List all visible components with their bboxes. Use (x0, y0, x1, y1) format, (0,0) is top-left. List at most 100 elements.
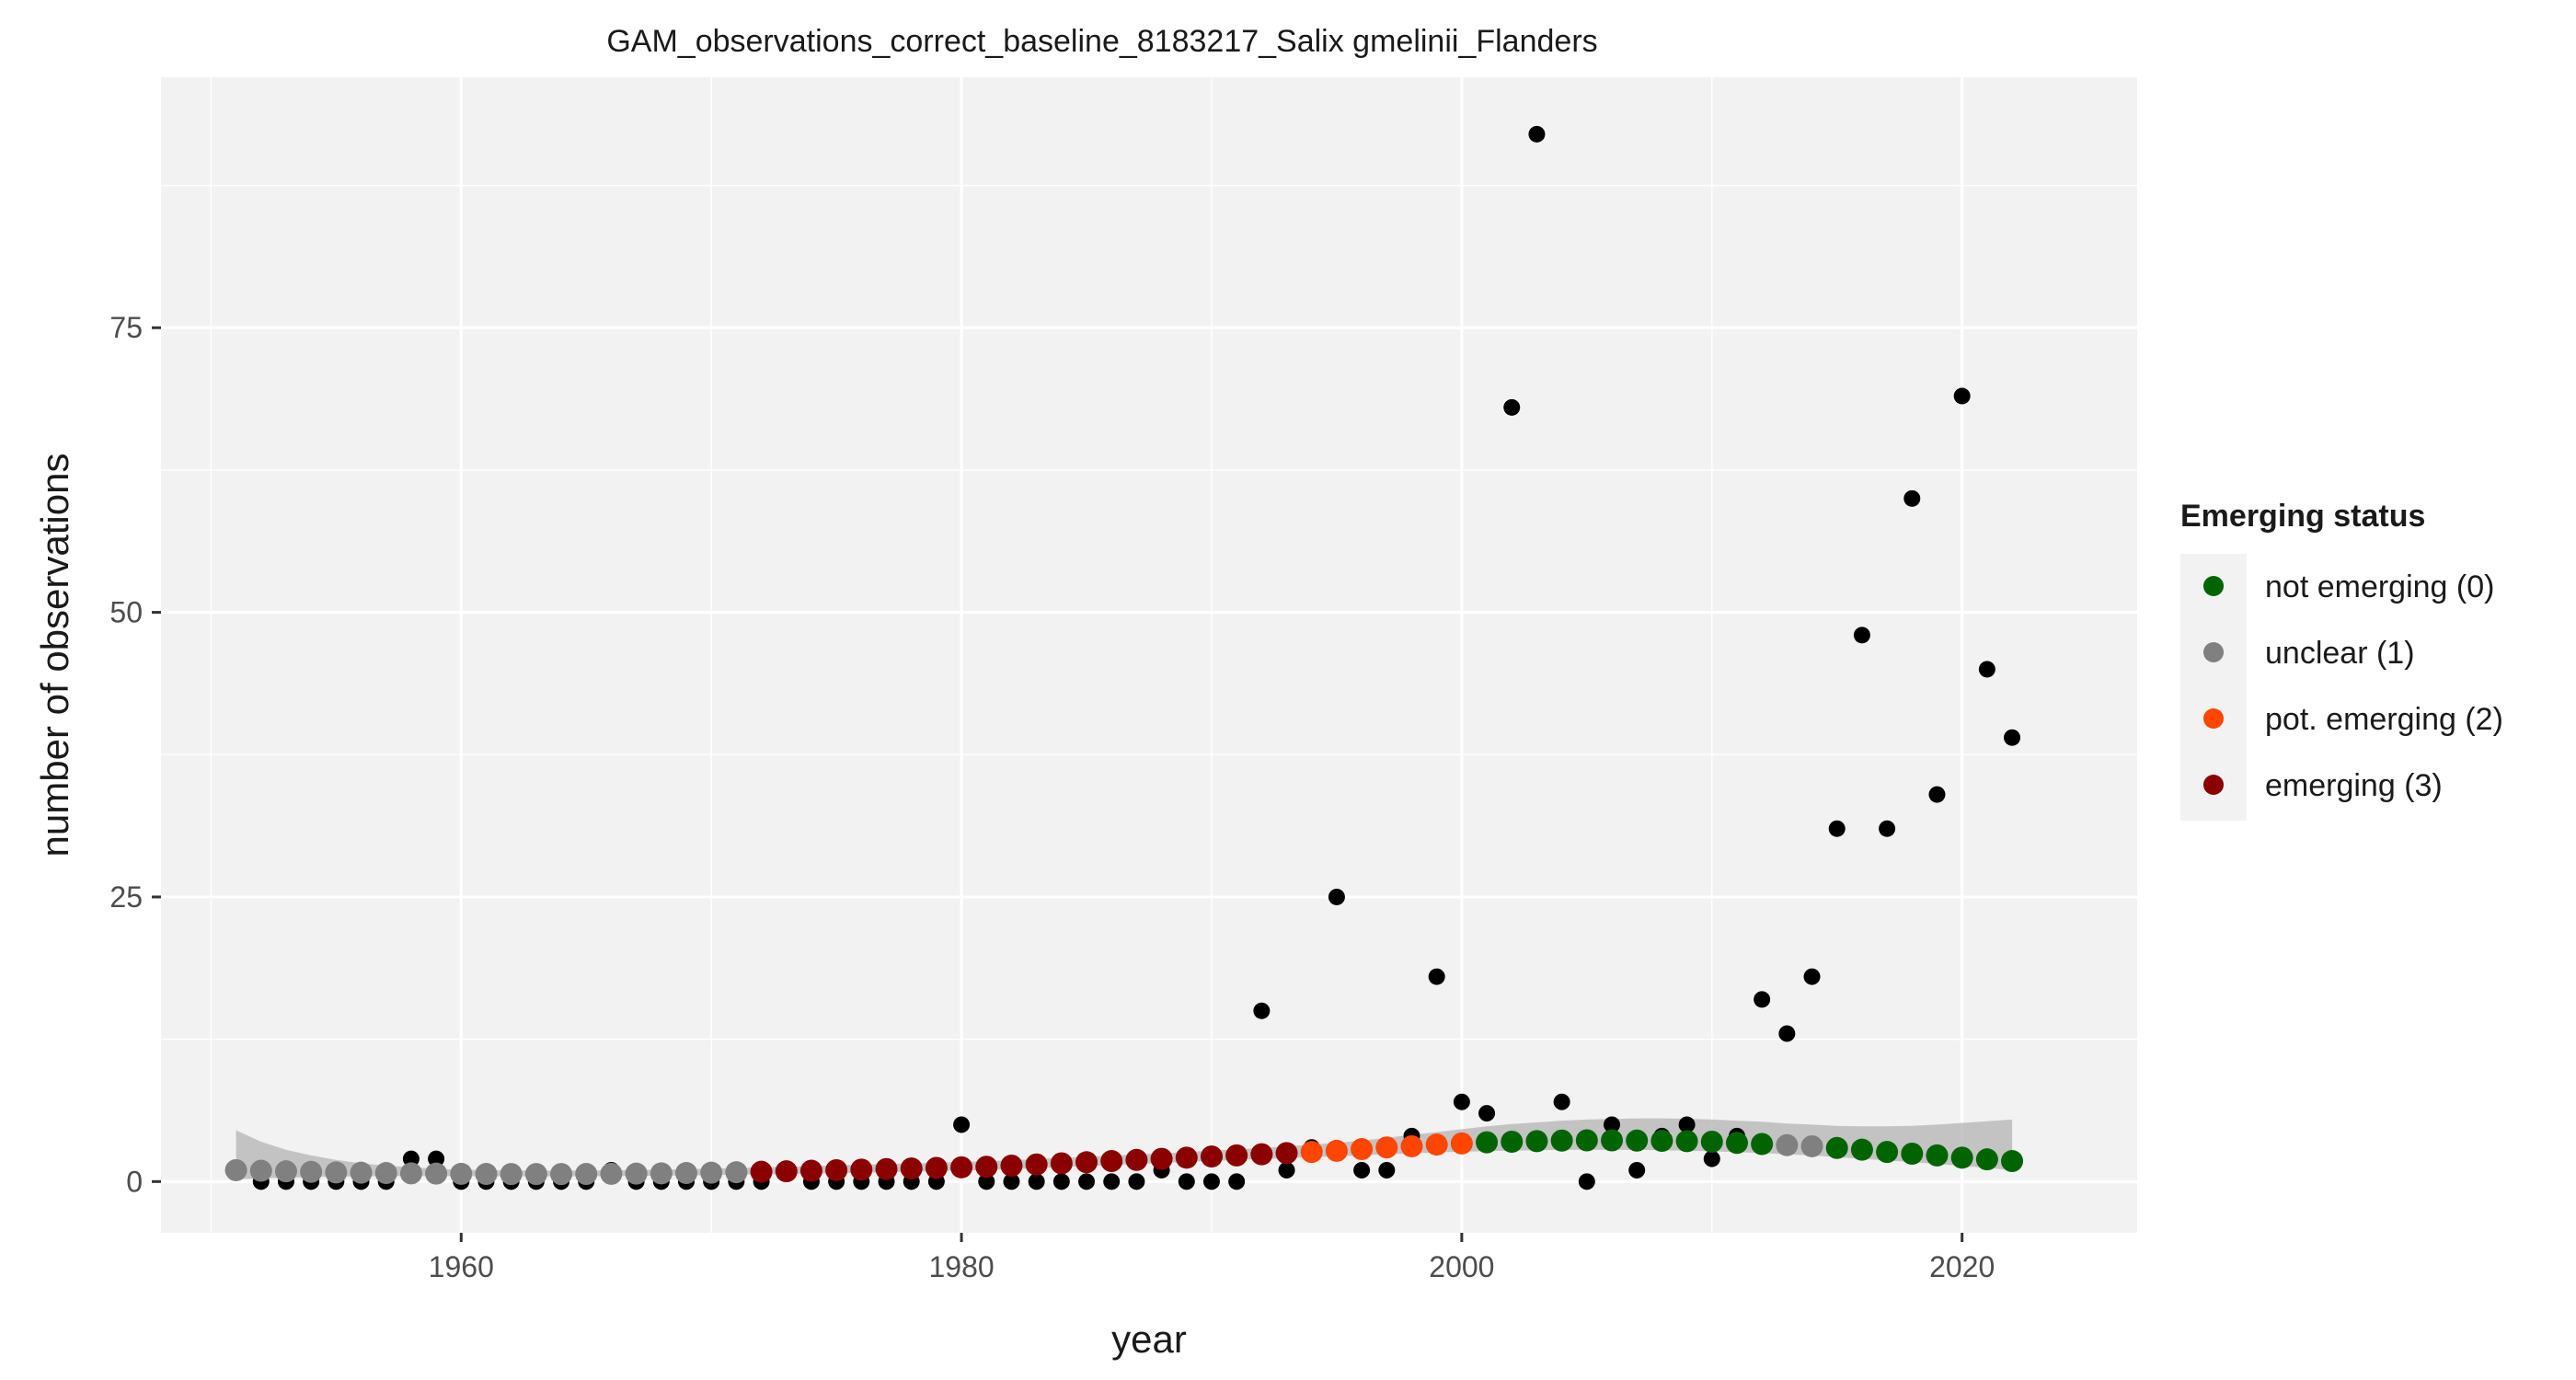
fitted-point (575, 1163, 598, 1186)
fitted-point (1876, 1141, 1899, 1164)
fitted-point (875, 1157, 898, 1180)
observed-point (1453, 1093, 1470, 1110)
legend-label: not emerging (0) (2265, 569, 2494, 604)
fitted-point (1425, 1133, 1448, 1156)
fitted-point (700, 1161, 723, 1184)
fitted-point (975, 1156, 998, 1179)
x-tick-label: 2000 (1429, 1250, 1494, 1283)
legend-key (2203, 708, 2224, 729)
observed-point (1528, 125, 1546, 143)
fitted-point (775, 1160, 798, 1183)
legend-entries: not emerging (0) unclear (1) pot. emerging… (2203, 569, 2503, 803)
legend-key (2203, 576, 2224, 596)
observed-point (1228, 1173, 1246, 1190)
fitted-point (1075, 1151, 1098, 1174)
fitted-point (850, 1158, 873, 1181)
fitted-point (1025, 1153, 1048, 1176)
fitted-point (1675, 1130, 1698, 1153)
fitted-point (1225, 1144, 1248, 1167)
fitted-point (1850, 1138, 1873, 1161)
fitted-point (1476, 1131, 1499, 1154)
observed-point (2004, 729, 2021, 746)
fitted-point (350, 1161, 373, 1184)
observed-point (1754, 991, 1771, 1008)
fitted-point (725, 1161, 748, 1184)
fitted-point (1751, 1133, 1774, 1156)
fitted-point (650, 1162, 673, 1185)
observed-point (953, 1116, 971, 1133)
fitted-point (1125, 1148, 1148, 1171)
observed-point (1202, 1173, 1220, 1190)
fitted-point (1200, 1145, 1223, 1168)
observed-point (428, 1150, 445, 1167)
fitted-point (1926, 1144, 1949, 1167)
y-tick-label: 0 (126, 1165, 143, 1198)
fitted-point (1375, 1136, 1398, 1159)
observed-point (1928, 786, 1946, 803)
fitted-point (2001, 1150, 2024, 1173)
observed-point (1253, 1002, 1271, 1019)
observed-point (1178, 1173, 1195, 1190)
fitted-point (374, 1162, 397, 1185)
fitted-point (1175, 1146, 1198, 1169)
fitted-point (1000, 1154, 1023, 1177)
observed-point (1978, 661, 1995, 678)
observed-point (1678, 1116, 1696, 1133)
fitted-point (1575, 1129, 1598, 1152)
fitted-points-layer (224, 1129, 2024, 1186)
x-axis-title: year (1111, 1317, 1187, 1361)
fitted-point (1700, 1131, 1723, 1154)
y-tick-label: 50 (109, 596, 143, 629)
observed-point (1604, 1116, 1621, 1133)
fitted-point (900, 1157, 923, 1180)
y-axis-title: number of observations (33, 454, 76, 857)
observed-point (1428, 968, 1445, 985)
legend-key (2203, 775, 2224, 795)
observed-point (402, 1150, 420, 1167)
fitted-point (1626, 1129, 1649, 1152)
minor-gridlines (161, 77, 2137, 1233)
fitted-point (1901, 1142, 1924, 1165)
fitted-point (1975, 1148, 1998, 1171)
observed-point (1578, 1173, 1595, 1190)
observed-point (1778, 1025, 1796, 1042)
fitted-point (249, 1159, 272, 1182)
observed-point (1703, 1150, 1720, 1167)
fitted-point (300, 1160, 323, 1183)
observed-point (1553, 1093, 1570, 1110)
observed-point (1353, 1161, 1371, 1179)
y-tick-label: 75 (109, 311, 143, 344)
fitted-point (500, 1163, 523, 1186)
fitted-point (625, 1162, 648, 1185)
fitted-point (224, 1158, 247, 1181)
observed-point (1478, 1105, 1496, 1122)
legend-label: pot. emerging (2) (2265, 702, 2503, 737)
observed-point (1628, 1161, 1646, 1179)
observed-point (1028, 1173, 1045, 1190)
legend-label: unclear (1) (2265, 636, 2415, 671)
y-tick-label: 25 (109, 880, 143, 914)
fitted-point (1501, 1131, 1524, 1154)
fitted-point (550, 1163, 573, 1186)
fitted-point (825, 1158, 848, 1181)
observed-point (1879, 820, 1896, 837)
fitted-point (274, 1160, 297, 1183)
fitted-point (1400, 1134, 1423, 1157)
fitted-point (750, 1160, 773, 1183)
x-tick-label: 2020 (1929, 1250, 1995, 1283)
observed-point (1328, 888, 1345, 905)
fitted-point (1601, 1129, 1624, 1152)
fitted-point (1450, 1132, 1473, 1155)
plot-panel (161, 77, 2137, 1233)
fitted-point (1525, 1130, 1548, 1153)
fitted-point (1050, 1152, 1073, 1175)
fitted-point (1825, 1136, 1848, 1159)
fitted-point (1300, 1141, 1323, 1164)
fitted-point (450, 1162, 473, 1185)
observed-point (1103, 1173, 1121, 1190)
observed-point (1278, 1161, 1295, 1179)
observed-point (1052, 1173, 1070, 1190)
observed-point (1903, 489, 1921, 507)
fitted-point (674, 1162, 697, 1185)
fitted-point (1275, 1142, 1298, 1165)
